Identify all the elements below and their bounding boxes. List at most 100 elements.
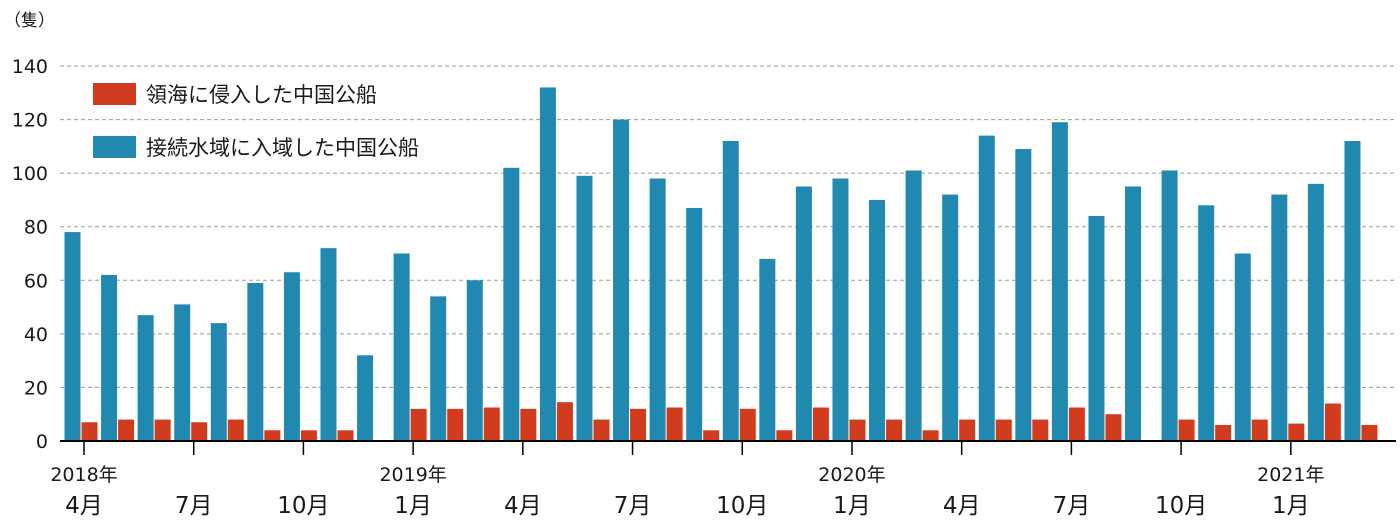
y-tick-label: 100 [12,163,48,185]
bar-intrusion-2019-12 [812,407,829,441]
bar-contiguous-2020-03 [905,170,922,441]
bar-contiguous-2018-07 [174,304,191,441]
bar-contiguous-2019-06 [576,175,593,442]
bar-contiguous-2018-12 [357,355,374,441]
bar-contiguous-2018-08 [210,323,227,441]
x-month-label: 1月 [1272,493,1310,519]
bar-contiguous-2020-12 [1234,253,1251,441]
y-tick-label: 60 [24,270,48,292]
bar-intrusion-2021-03 [1361,424,1378,441]
bar-contiguous-2019-12 [795,186,812,441]
bar-contiguous-2018-05 [101,274,118,441]
bar-intrusion-2020-07 [1068,407,1085,441]
bar-intrusion-2018-05 [118,419,135,441]
bar-intrusion-2019-09 [703,430,720,441]
legend: 領海に侵入した中国公船 接続水域に入域した中国公船 [93,83,419,160]
bar-contiguous-2020-02 [869,199,886,441]
x-month-label: 1月 [833,493,871,519]
bar-contiguous-2021-02 [1307,183,1324,441]
bar-contiguous-2020-09 [1125,186,1142,441]
bar-intrusion-2019-03 [483,407,500,441]
bar-contiguous-2018-11 [320,248,337,441]
x-month-label: 7月 [1053,493,1091,519]
bar-contiguous-2020-07 [1051,122,1068,441]
bar-intrusion-2019-01 [410,408,427,441]
bar-intrusion-2018-06 [154,419,171,441]
x-year-label: 2019年 [379,464,446,486]
bar-intrusion-2019-05 [556,402,573,441]
bar-contiguous-2020-06 [1015,149,1032,442]
x-year-label: 2018年 [50,464,117,486]
bar-contiguous-2019-10 [722,141,739,441]
bar-contiguous-2019-11 [759,258,776,441]
bar-contiguous-2020-10 [1161,170,1178,441]
x-month-label: 10月 [716,493,768,519]
legend-swatch-contiguous [93,136,136,158]
bar-contiguous-2019-01 [393,253,410,441]
x-month-label: 1月 [394,493,432,519]
x-month-label: 7月 [614,493,652,519]
y-tick-label: 0 [36,431,48,453]
bar-intrusion-2018-07 [191,422,208,441]
legend-label-intrusion: 領海に侵入した中国公船 [146,83,377,107]
bar-contiguous-2019-05 [539,87,556,441]
bar-contiguous-2020-05 [978,135,995,441]
bar-intrusion-2019-06 [593,419,610,441]
bar-contiguous-2019-02 [430,296,447,441]
bar-contiguous-2018-06 [137,315,154,441]
bar-contiguous-2019-09 [686,207,703,441]
bar-contiguous-2020-08 [1088,216,1105,441]
x-year-label: 2020年 [818,464,885,486]
bar-intrusion-2018-11 [337,430,354,441]
bar-intrusion-2019-08 [666,407,683,441]
bar-contiguous-2021-01 [1271,194,1288,441]
x-tick-labels: 2018年 4月 7月 10月 2019年 1月 4月 7月 10月 2020年 1月 4月 7月 10月… [50,441,1324,519]
y-tick-labels: 0 20 40 60 80 100 120 140 [12,56,48,453]
x-month-label: 4月 [943,493,981,519]
x-month-label: 7月 [175,493,213,519]
bar-contiguous-2020-04 [942,194,959,441]
x-year-label: 2021年 [1257,464,1324,486]
bar-intrusion-2019-11 [776,430,793,441]
y-tick-label: 120 [12,110,48,132]
bar-intrusion-2020-06 [1032,419,1049,441]
bar-contiguous-2018-09 [247,282,264,441]
bar-intrusion-2019-02 [447,408,464,441]
bar-intrusion-2021-02 [1324,403,1341,441]
bar-intrusion-2018-04 [81,422,98,441]
bar-intrusion-2020-10 [1178,419,1195,441]
bar-intrusion-2020-11 [1215,424,1232,441]
bar-intrusion-2018-09 [264,430,281,441]
bar-intrusion-2019-10 [739,408,756,441]
bar-contiguous-2018-10 [283,272,300,441]
bar-intrusion-2020-08 [1105,414,1122,441]
y-tick-label: 20 [24,377,48,399]
bar-intrusion-2018-08 [227,419,244,441]
bars [64,87,1378,442]
x-month-label: 10月 [1155,493,1207,519]
bar-intrusion-2020-04 [959,419,976,441]
bar-intrusion-2020-12 [1251,419,1268,441]
bar-contiguous-2018-04 [64,232,81,441]
bar-intrusion-2018-10 [300,430,317,441]
bar-contiguous-2019-07 [613,119,630,442]
bar-intrusion-2019-04 [520,408,537,441]
bar-intrusion-2020-03 [922,430,939,441]
y-tick-label: 80 [24,217,48,239]
bar-contiguous-2020-01 [832,178,849,441]
x-month-label: 4月 [504,493,542,519]
bar-intrusion-2019-07 [630,408,647,441]
bar-contiguous-2019-04 [503,167,520,442]
legend-swatch-intrusion [93,83,136,105]
bar-intrusion-2020-02 [886,419,903,441]
bar-intrusion-2020-01 [849,419,866,441]
x-month-label: 4月 [65,493,103,519]
y-unit-label: （隻） [4,11,55,31]
bar-intrusion-2020-05 [995,419,1012,441]
bar-contiguous-2021-03 [1344,141,1361,441]
y-tick-label: 140 [12,56,48,78]
y-tick-label: 40 [24,324,48,346]
bar-intrusion-2021-01 [1288,423,1305,441]
x-month-label: 10月 [277,493,329,519]
